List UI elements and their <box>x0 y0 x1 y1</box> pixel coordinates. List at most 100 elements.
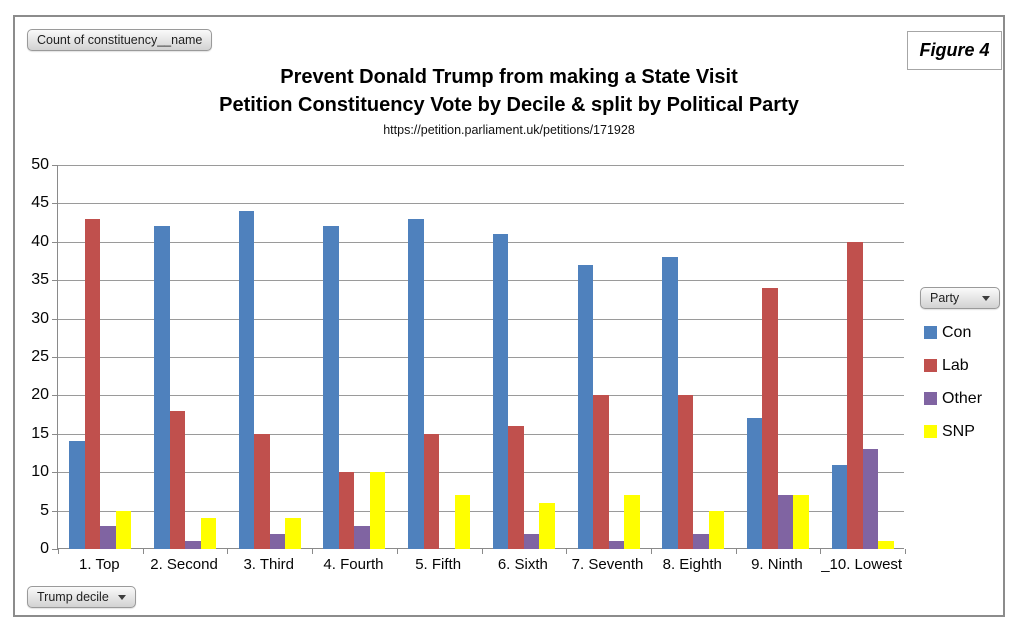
y-axis-tick <box>52 549 58 550</box>
figure-label-box: Figure 4 <box>907 31 1002 70</box>
x-tick-label: 4. Fourth <box>323 556 384 573</box>
y-tick-label: 15 <box>31 424 49 442</box>
y-axis-tick <box>52 280 58 282</box>
x-tick-label: 3. Third <box>243 556 295 573</box>
legend-swatch-icon <box>924 425 937 438</box>
x-axis-tick <box>566 549 568 554</box>
dropdown-arrow-icon <box>117 594 126 600</box>
legend-item-snp: SNP <box>924 415 1006 448</box>
y-tick-label: 10 <box>31 463 49 481</box>
y-axis-tick <box>52 203 58 205</box>
gridline <box>58 472 904 474</box>
y-tick-label: 0 <box>40 540 49 557</box>
bar-lab-5 <box>423 433 440 549</box>
x-tick-label: 2. Second <box>150 556 218 573</box>
legend-label: Other <box>942 389 983 407</box>
axis-field-button[interactable]: Trump decile <box>27 586 136 608</box>
bar-snp-9 <box>793 495 809 549</box>
y-tick-label: 20 <box>31 386 49 404</box>
gridline <box>58 203 904 205</box>
bar-con-5 <box>408 218 424 549</box>
bar-lab-7 <box>593 395 609 549</box>
chart-caption-url: https://petition.parliament.uk/petitions… <box>383 123 635 137</box>
legend-label: Lab <box>942 356 969 374</box>
bar-lab-8 <box>677 395 694 549</box>
y-axis-tick <box>52 165 58 166</box>
bar-snp-5 <box>454 495 471 549</box>
figure-label: Figure 4 <box>919 40 990 60</box>
gridline <box>58 510 904 512</box>
x-tick-label: _10. Lowest <box>821 556 903 573</box>
bar-con-2 <box>154 226 170 549</box>
legend-field-button[interactable]: Party <box>920 287 1000 309</box>
bar-lab-1 <box>84 218 101 549</box>
axis-field-label: Trump decile <box>37 590 109 604</box>
gridline <box>58 241 904 243</box>
legend-item-other: Other <box>924 382 1006 415</box>
bar-lab-3 <box>254 433 270 549</box>
bar-lab-9 <box>762 287 778 549</box>
legend: Party Con Lab Other SNP <box>920 287 1006 448</box>
dropdown-arrow-icon <box>982 295 990 301</box>
x-tick-label: 7. Seventh <box>571 556 644 573</box>
bar-lab-6 <box>508 426 524 549</box>
bar-con-8 <box>662 257 678 549</box>
legend-swatch-icon <box>924 392 937 405</box>
bar-other-8 <box>693 533 709 549</box>
bar-lab-10 <box>847 241 863 549</box>
y-axis-tick <box>52 433 58 435</box>
x-axis-labels: 1. Top 2. Second 3. Third 4. Fourth 5. Fifth… <box>57 556 904 576</box>
x-tick-label: 9. Ninth <box>751 556 803 573</box>
bar-snp-6 <box>539 502 555 549</box>
bar-con-3 <box>238 211 255 549</box>
bar-other-6 <box>523 533 540 549</box>
x-tick-label: 1. Top <box>79 556 120 573</box>
x-axis-tick <box>58 549 59 554</box>
bar-other-4 <box>354 525 370 549</box>
chart-subtitle: Petition Constituency Vote by Decile & s… <box>219 94 799 116</box>
bar-other-1 <box>100 525 116 549</box>
legend-swatch-icon <box>924 326 937 339</box>
x-axis-tick <box>735 549 737 554</box>
gridline <box>58 165 904 166</box>
y-axis-labels: 0 5 10 15 20 25 30 35 40 45 50 <box>15 156 49 557</box>
bar-other-2 <box>185 541 201 549</box>
bar-other-9 <box>777 495 794 549</box>
value-field-button[interactable]: Count of constituency__name <box>27 29 213 51</box>
x-axis-tick <box>905 549 906 554</box>
bar-con-9 <box>746 418 763 549</box>
y-tick-label: 30 <box>31 309 49 327</box>
x-axis-tick <box>227 549 229 554</box>
bar-con-1 <box>69 441 85 549</box>
bar-snp-2 <box>200 518 217 549</box>
x-axis-tick <box>312 549 314 554</box>
bar-other-10 <box>862 449 879 549</box>
bar-con-7 <box>577 264 594 549</box>
y-tick-label: 45 <box>31 194 49 212</box>
legend-items: Con Lab Other SNP <box>920 316 1006 448</box>
x-axis-tick <box>650 549 652 554</box>
bar-snp-4 <box>369 472 386 549</box>
y-axis-tick <box>52 357 58 358</box>
value-field-label: Count of constituency__name <box>37 33 203 47</box>
bar-other-7 <box>608 541 625 549</box>
gridline <box>58 395 904 397</box>
y-axis-tick <box>52 510 58 512</box>
bar-snp-3 <box>285 518 301 549</box>
bar-snp-1 <box>115 510 132 549</box>
x-axis-tick <box>142 549 144 554</box>
chart-title-area: Prevent Donald Trump from making a State… <box>15 63 1003 139</box>
legend-label: SNP <box>942 422 975 440</box>
gridline <box>58 318 904 320</box>
gridline <box>58 357 904 358</box>
bar-snp-10 <box>878 541 894 549</box>
gridline <box>58 280 904 282</box>
y-tick-label: 35 <box>31 271 49 289</box>
x-axis-tick <box>396 549 398 554</box>
bar-other-3 <box>269 533 286 549</box>
x-tick-label: 5. Fifth <box>415 556 462 573</box>
y-axis-tick <box>52 241 58 243</box>
legend-item-lab: Lab <box>924 349 1006 382</box>
y-tick-label: 25 <box>31 348 49 365</box>
pivot-chart-frame: Count of constituency__name Figure 4 Pre… <box>13 15 1005 617</box>
